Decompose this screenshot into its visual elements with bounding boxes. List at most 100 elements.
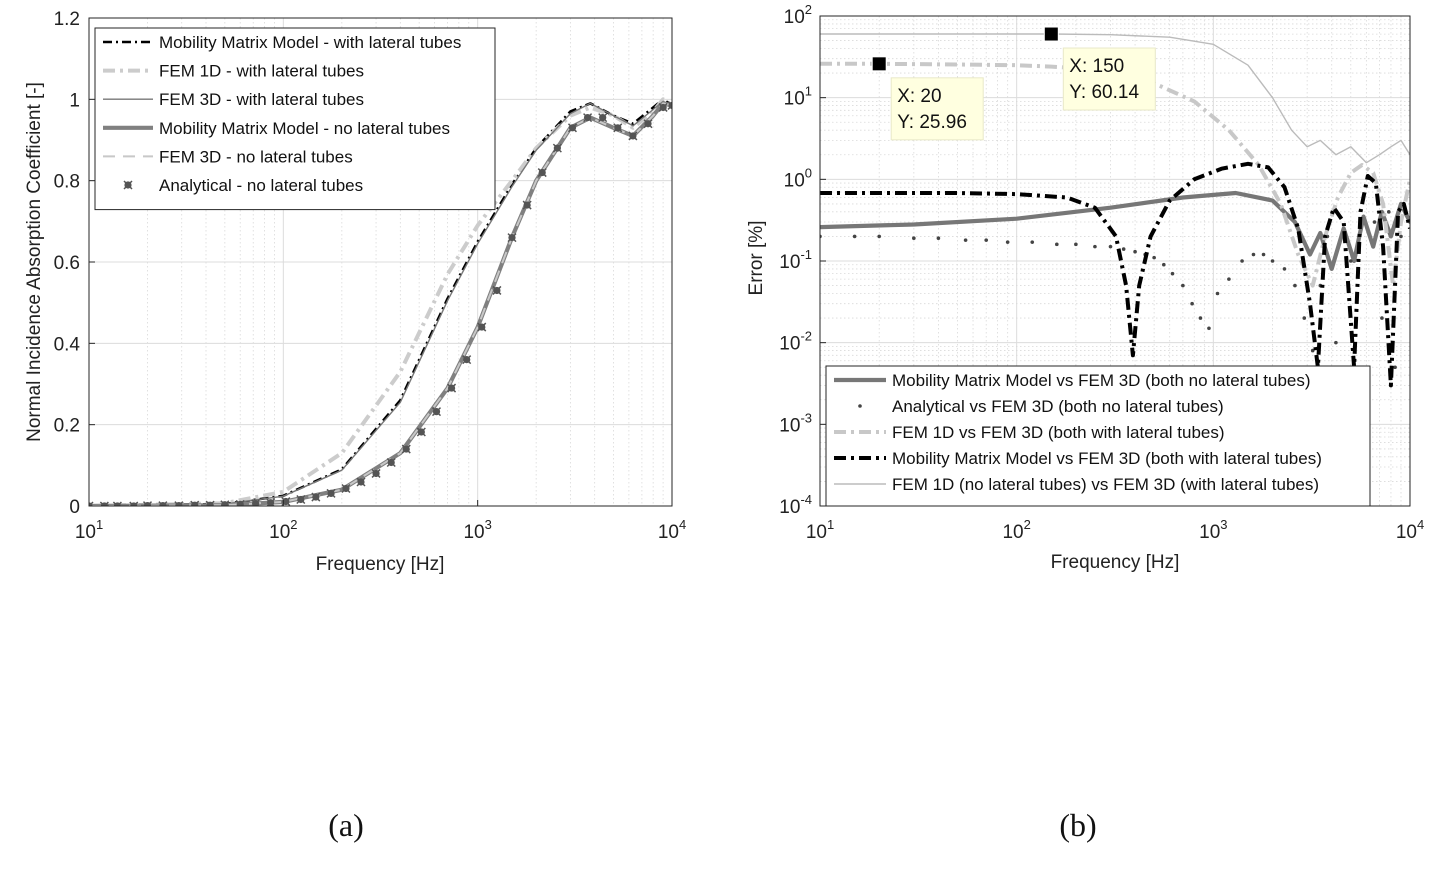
chart-a-ticks: 101 102 103 104 0 0.2 0.4 0.6 0.8 1 1.2	[54, 9, 687, 543]
chart-a-series-5-point	[567, 123, 578, 133]
chart-a-x-tick-label: 101	[75, 517, 103, 543]
chart-a-series-5-point	[462, 355, 472, 365]
chart-a-legend-item: Mobility Matrix Model - with lateral tub…	[103, 33, 461, 52]
chart-b-series-1-point	[1348, 259, 1353, 263]
chart-a-series-5-point	[99, 501, 109, 506]
chart-b-series-0	[820, 190, 1410, 271]
chart-b-series-1-point	[852, 234, 857, 239]
chart-b-series-1-point	[1215, 291, 1220, 296]
chart-a-y-tick-label: 0.6	[54, 253, 80, 274]
chart-a-series-5-point	[628, 131, 638, 141]
chart-a-x-tick-label: 103	[463, 517, 491, 543]
chart-b-series-1-point	[1240, 259, 1244, 263]
chart-a-legend-item: FEM 1D - with lateral tubes	[103, 62, 364, 81]
chart-b-y-tick-label: 102	[784, 2, 812, 28]
chart-b-y-tick-label: 10-1	[779, 247, 812, 273]
chart-a-series-5-point	[477, 322, 487, 332]
chart-b-ylabel: Error [%]	[746, 221, 767, 296]
chart-b-series-1-point	[1108, 244, 1113, 249]
chart-b-series-1-point	[1334, 340, 1338, 345]
chart-a-legend-label: FEM 1D - with lateral tubes	[159, 62, 364, 81]
chart-a-series-5-point	[401, 444, 411, 454]
chart-a-series-5-point	[613, 123, 623, 133]
chart-b-series-1-point	[912, 236, 916, 241]
chart-b-series-1-point	[1282, 267, 1287, 271]
chart-b-series-1-point	[1190, 301, 1194, 306]
chart-b-datatips: X: 20 Y: 25.96 X: 150 Y: 60.14	[871, 26, 1156, 141]
chart-a-legend-box	[94, 27, 496, 211]
chart-b-legend-label: Analytical vs FEM 3D (both no lateral tu…	[892, 397, 1224, 416]
chart-b-series-1-point	[1093, 244, 1097, 249]
chart-a-series-5-point	[356, 477, 366, 487]
chart-a-legend-label: FEM 3D - with lateral tubes	[159, 90, 364, 109]
chart-b-legend-item: FEM 1D (no lateral tubes) vs FEM 3D (wit…	[834, 475, 1319, 494]
chart-a-series-5-point	[89, 501, 94, 506]
chart-b-caption: (b)	[1059, 807, 1096, 843]
chart-a-y-tick-label: 1.2	[54, 9, 80, 30]
chart-b-series-1-point	[1310, 348, 1315, 353]
chart-a-series-5-point	[341, 483, 351, 494]
chart-b-series-3	[820, 161, 1410, 388]
chart-b-legend-item: FEM 1D vs FEM 3D (both with lateral tube…	[834, 423, 1225, 442]
chart-b-series-1-point	[1121, 247, 1126, 251]
chart-a-legend-item: Mobility Matrix Model - no lateral tubes	[103, 119, 450, 138]
chart-a-series-5-point	[220, 500, 230, 506]
chart-b: 101 102 103 104 10-4 10-3 10-2 10-1 100 101 102 Fr…	[746, 2, 1424, 843]
chart-a-ylabel: Normal Incidence Absorption Coefficient …	[24, 82, 45, 442]
chart-a-y-tick-label: 0.4	[54, 334, 81, 355]
chart-a-series-5-point	[190, 500, 200, 506]
chart-b-series-1-point	[1198, 316, 1203, 320]
chart-b-y-tick-label: 10-4	[779, 492, 812, 518]
chart-a-series-2	[89, 100, 672, 506]
chart-b-series-1-point	[963, 238, 968, 242]
datatip-box	[890, 77, 984, 141]
chart-b-x-tick-label: 101	[806, 517, 834, 543]
chart-a-series-5-point	[522, 200, 532, 210]
chart-b-series-1-point	[1055, 242, 1059, 247]
chart-a-series-5-point	[266, 498, 276, 506]
chart-a-series-5-point	[386, 457, 396, 468]
chart-b-legend-label: FEM 1D vs FEM 3D (both with lateral tube…	[892, 423, 1225, 442]
chart-a-legend: Mobility Matrix Model - with lateral tub…	[94, 27, 496, 211]
chart-b-series-1-point	[1372, 220, 1377, 224]
chart-a-series-5-point	[598, 113, 608, 123]
chart-a-series-5-point	[205, 500, 215, 506]
chart-a-series-5-point	[643, 119, 653, 129]
chart-b-legend-label: Mobility Matrix Model vs FEM 3D (both wi…	[892, 449, 1322, 468]
chart-b-legend-item: Mobility Matrix Model vs FEM 3D (both no…	[834, 371, 1311, 390]
chart-a-legend-label: Analytical - no lateral tubes	[159, 176, 363, 195]
chart-a-series-5-point	[129, 501, 139, 506]
chart-b-series-1-point	[1380, 316, 1384, 320]
chart-a-y-tick-label: 0	[69, 497, 80, 518]
chart-b-x-tick-label: 104	[1396, 517, 1424, 543]
chart-a-series-5-point	[311, 492, 321, 502]
chart-a-series-1	[89, 97, 672, 506]
chart-a-y-tick-label: 0.8	[54, 172, 80, 193]
chart-a-series	[89, 97, 672, 506]
chart-b-series-1-point	[877, 234, 882, 239]
chart-b-xlabel: Frequency [Hz]	[1051, 552, 1180, 573]
chart-a-legend-label: Mobility Matrix Model - no lateral tubes	[159, 119, 450, 138]
chart-b-series-1-point	[1251, 252, 1256, 257]
chart-b-series-1-point	[1133, 249, 1137, 254]
chart-b-series-1-point	[1293, 283, 1297, 288]
chart-b-y-tick-label: 10-2	[779, 329, 812, 355]
chart-b-legend-box	[825, 365, 1371, 507]
datatip-marker	[1043, 26, 1059, 42]
chart-b-series-2	[820, 61, 1410, 288]
chart-a-series-5-point	[583, 113, 593, 123]
chart-b-y-tick-label: 100	[784, 165, 812, 191]
datatip-y-label: Y: 25.96	[897, 112, 967, 133]
chart-a-series-5-point	[658, 102, 668, 112]
chart-a-x-tick-label: 102	[269, 517, 297, 543]
chart-a-series-5-point	[447, 383, 457, 393]
chart-b-legend-label: FEM 1D (no lateral tubes) vs FEM 3D (wit…	[892, 475, 1319, 494]
chart-b-series-1-point	[1393, 365, 1397, 370]
chart-b-series-1-point	[1386, 210, 1391, 214]
datatip-y-label: Y: 60.14	[1069, 82, 1139, 103]
chart-b-legend-item: Analytical vs FEM 3D (both no lateral tu…	[858, 397, 1224, 416]
chart-b-legend-item: Mobility Matrix Model vs FEM 3D (both wi…	[834, 449, 1322, 468]
chart-a-series-5-point	[251, 499, 261, 506]
chart-a: 101 102 103 104 0 0.2 0.4 0.6 0.8 1 1.2 Frequency …	[24, 9, 686, 843]
